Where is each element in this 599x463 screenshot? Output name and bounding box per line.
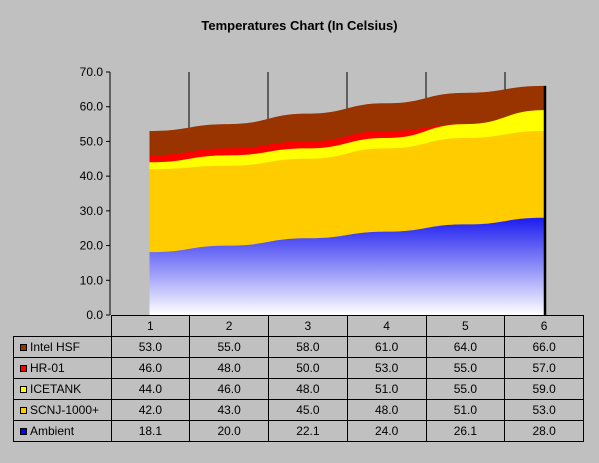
data-cell: 26.1 — [425, 420, 506, 442]
legend-entry: ICETANK — [13, 378, 112, 400]
data-cell: 51.0 — [425, 399, 506, 421]
data-cell: 53.0 — [504, 399, 584, 421]
data-cell: 58.0 — [268, 336, 348, 358]
data-cell: 46.0 — [110, 357, 191, 379]
legend-swatch-icon — [20, 407, 27, 415]
y-tick-label: 50.0 — [80, 134, 104, 148]
series-name: SCNJ-1000+ — [30, 403, 100, 417]
data-cell: 24.0 — [346, 420, 427, 442]
y-tick-label: 10.0 — [80, 273, 104, 287]
category-label: 2 — [189, 315, 269, 337]
data-cell: 55.0 — [425, 378, 506, 400]
y-tick-label: 20.0 — [80, 239, 104, 253]
data-cell: 50.0 — [268, 357, 348, 379]
y-tick-label: 60.0 — [80, 100, 104, 114]
table-row: SCNJ-1000+ 42.0 43.0 45.0 48.0 51.0 53.0 — [13, 399, 584, 421]
legend-swatch-icon — [20, 344, 27, 352]
data-cell: 55.0 — [425, 357, 506, 379]
data-cell: 64.0 — [425, 336, 506, 358]
data-cell: 18.1 — [110, 420, 191, 442]
legend-entry: Intel HSF — [13, 336, 112, 358]
table-row: Ambient 18.1 20.0 22.1 24.0 26.1 28.0 — [13, 420, 584, 442]
category-label: 4 — [346, 315, 427, 337]
series-name: Ambient — [30, 424, 75, 438]
data-cell: 45.0 — [268, 399, 348, 421]
category-label: 5 — [425, 315, 506, 337]
data-cell: 22.1 — [268, 420, 348, 442]
table-row: HR-01 46.0 48.0 50.0 53.0 55.0 57.0 — [13, 357, 584, 379]
table-row: ICETANK 44.0 46.0 48.0 51.0 55.0 59.0 — [13, 378, 584, 400]
table-corner-cell — [13, 315, 112, 337]
data-cell: 55.0 — [189, 336, 269, 358]
legend-entry: HR-01 — [13, 357, 112, 379]
area-ambient — [149, 217, 545, 315]
data-cell: 28.0 — [504, 420, 584, 442]
y-tick-label: 30.0 — [80, 204, 104, 218]
data-cell: 51.0 — [346, 378, 427, 400]
data-cell: 66.0 — [504, 336, 584, 358]
data-cell: 48.0 — [189, 357, 269, 379]
legend-entry: Ambient — [13, 420, 112, 442]
data-cell: 43.0 — [189, 399, 269, 421]
data-cell: 59.0 — [504, 378, 584, 400]
category-label: 1 — [110, 315, 191, 337]
data-cell: 53.0 — [346, 357, 427, 379]
series-name: ICETANK — [30, 382, 82, 396]
table-row: Intel HSF 53.0 55.0 58.0 61.0 64.0 66.0 — [13, 336, 584, 358]
data-cell: 42.0 — [110, 399, 191, 421]
legend-swatch-icon — [20, 386, 27, 394]
data-cell: 44.0 — [110, 378, 191, 400]
y-tick-label: 70.0 — [80, 65, 104, 79]
category-label: 6 — [504, 315, 584, 337]
data-cell: 57.0 — [504, 357, 584, 379]
data-cell: 46.0 — [189, 378, 269, 400]
y-tick-label: 40.0 — [80, 169, 104, 183]
data-cell: 48.0 — [346, 399, 427, 421]
legend-entry: SCNJ-1000+ — [13, 399, 112, 421]
data-cell: 48.0 — [268, 378, 348, 400]
data-cell: 61.0 — [346, 336, 427, 358]
chart-title: Temperatures Chart (In Celsius) — [201, 18, 398, 33]
data-cell: 20.0 — [189, 420, 269, 442]
data-cell: 53.0 — [110, 336, 191, 358]
series-name: Intel HSF — [30, 340, 81, 354]
table-body: Intel HSF 53.0 55.0 58.0 61.0 64.0 66.0 HR-01 46… — [13, 336, 584, 442]
legend-swatch-icon — [20, 365, 27, 373]
legend-swatch-icon — [20, 428, 27, 436]
category-label: 3 — [268, 315, 348, 337]
series-name: HR-01 — [30, 361, 65, 375]
